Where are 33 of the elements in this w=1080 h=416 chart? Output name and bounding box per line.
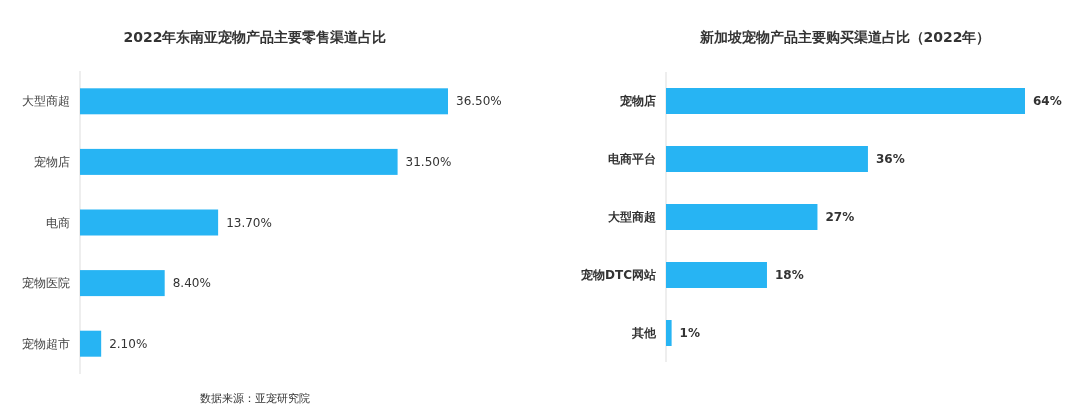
bar bbox=[666, 262, 767, 288]
bar bbox=[80, 270, 165, 297]
bar bbox=[666, 88, 1025, 114]
data-label: 27% bbox=[825, 210, 855, 224]
y-tick-label: 电商 bbox=[46, 215, 70, 230]
data-label: 18% bbox=[774, 268, 804, 282]
source-note: 数据来源：亚宠研究院 bbox=[200, 392, 310, 405]
data-label: 1% bbox=[679, 326, 700, 340]
y-tick-label: 宠物医院 bbox=[22, 276, 70, 291]
data-label: 36.50% bbox=[456, 94, 502, 109]
y-tick-label: 其他 bbox=[631, 326, 657, 340]
y-tick-label: 宠物店 bbox=[34, 154, 70, 169]
y-tick-label: 宠物DTC网站 bbox=[580, 268, 656, 282]
bar bbox=[80, 148, 398, 175]
bar bbox=[80, 330, 102, 357]
y-tick-label: 电商平台 bbox=[608, 152, 656, 166]
data-label: 36% bbox=[875, 152, 905, 166]
data-label: 13.70% bbox=[226, 215, 272, 230]
data-label: 8.40% bbox=[172, 276, 211, 291]
y-tick-label: 宠物超市 bbox=[22, 336, 70, 351]
y-tick-label: 大型商超 bbox=[608, 210, 656, 224]
chart-title: 新加坡宠物产品主要购买渠道占比（2022年） bbox=[698, 29, 991, 45]
chart-title: 2022年东南亚宠物产品主要零售渠道占比 bbox=[123, 29, 387, 45]
data-label: 2.10% bbox=[109, 336, 148, 351]
bar bbox=[80, 209, 219, 236]
bar bbox=[666, 204, 818, 230]
data-label: 64% bbox=[1033, 94, 1062, 108]
data-label: 31.50% bbox=[405, 154, 452, 169]
bar bbox=[666, 320, 672, 346]
y-tick-label: 宠物店 bbox=[619, 94, 656, 108]
bar bbox=[666, 146, 868, 172]
y-tick-label: 大型商超 bbox=[22, 94, 70, 109]
bar bbox=[80, 88, 448, 115]
